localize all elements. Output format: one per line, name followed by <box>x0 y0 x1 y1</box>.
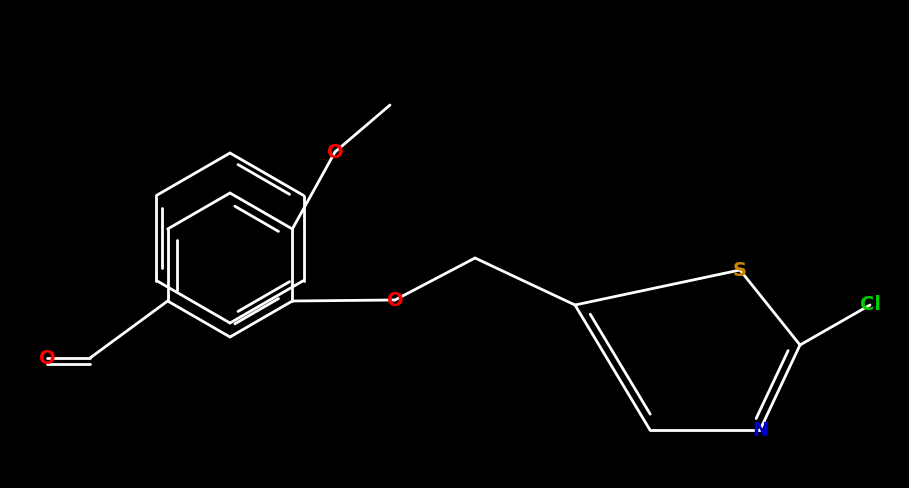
Text: N: N <box>752 421 768 440</box>
Text: O: O <box>386 290 404 309</box>
Text: S: S <box>733 261 747 280</box>
Text: O: O <box>39 348 55 367</box>
Text: O: O <box>326 142 344 162</box>
Text: Cl: Cl <box>860 296 881 314</box>
